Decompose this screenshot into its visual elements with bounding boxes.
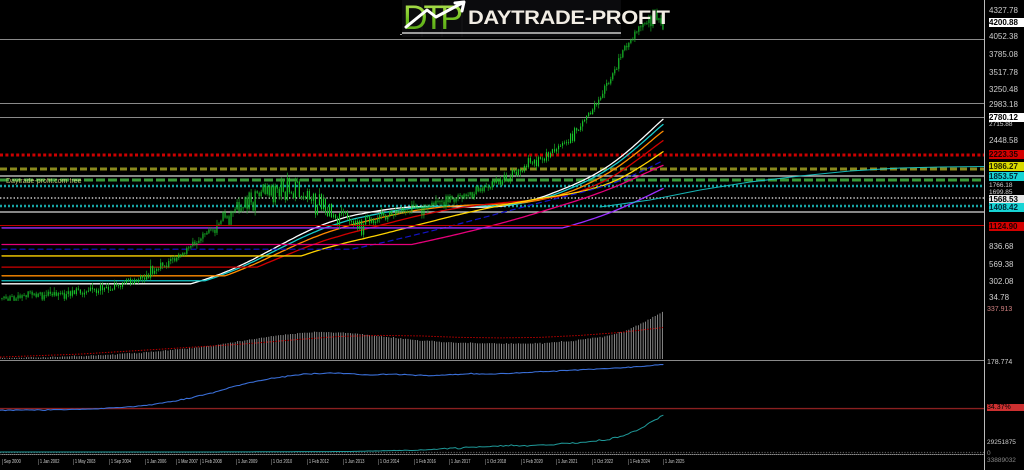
svg-text:Daytrade-profit.com free: Daytrade-profit.com free [6, 178, 82, 185]
svg-text:DTP: DTP [403, 0, 461, 37]
